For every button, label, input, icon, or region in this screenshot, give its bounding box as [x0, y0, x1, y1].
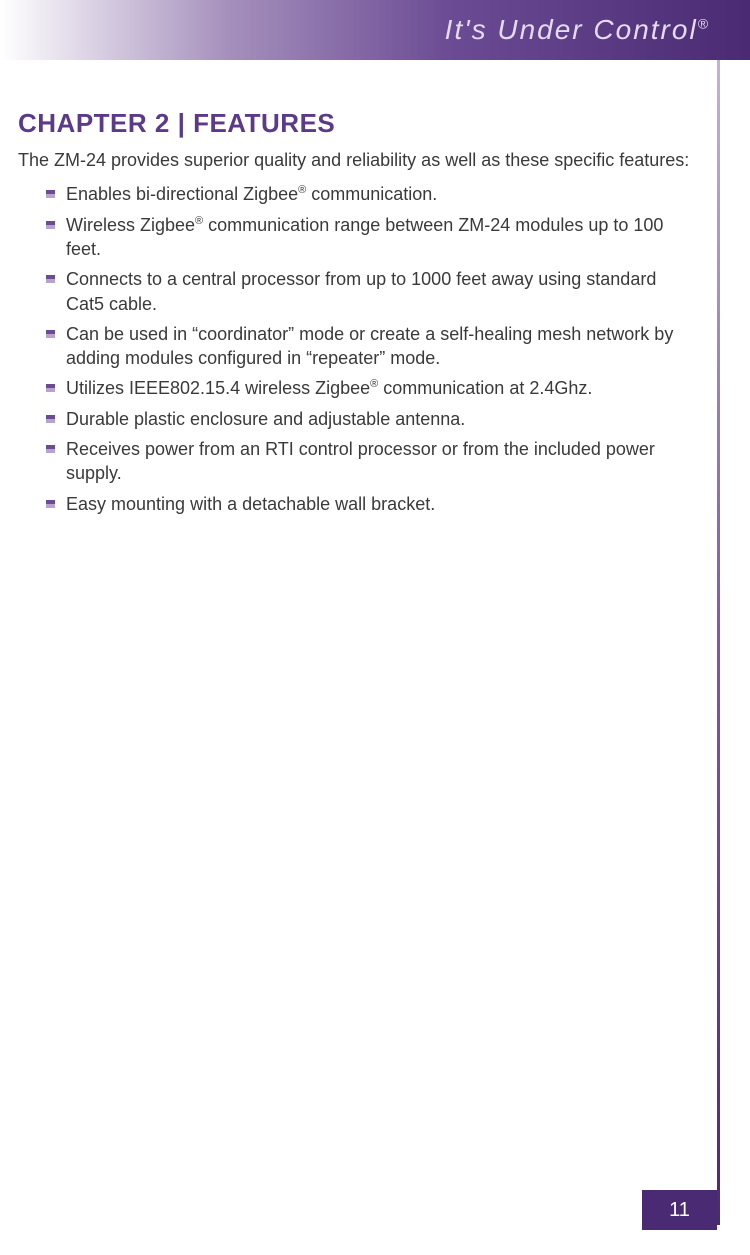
feature-item: Can be used in “coordinator” mode or cre…	[46, 322, 698, 371]
feature-item: Connects to a central processor from up …	[46, 267, 698, 316]
page-number-box: 11	[642, 1190, 717, 1230]
feature-text: Wireless Zigbee® communication range bet…	[66, 215, 663, 259]
content-area: CHAPTER 2 | FEATURES The ZM-24 provides …	[18, 108, 698, 522]
feature-text: Durable plastic enclosure and adjustable…	[66, 409, 465, 429]
feature-item: Durable plastic enclosure and adjustable…	[46, 407, 698, 431]
tagline-mark: ®	[698, 16, 710, 32]
feature-text: Utilizes IEEE802.15.4 wireless Zigbee® c…	[66, 378, 592, 398]
feature-list: Enables bi-directional Zigbee® communica…	[18, 182, 698, 516]
feature-item: Easy mounting with a detachable wall bra…	[46, 492, 698, 516]
feature-text: Connects to a central processor from up …	[66, 269, 656, 313]
feature-text: Receives power from an RTI control proce…	[66, 439, 655, 483]
chapter-title: CHAPTER 2 | FEATURES	[18, 108, 698, 139]
chapter-intro: The ZM-24 provides superior quality and …	[18, 149, 698, 172]
header-band: It's Under Control®	[0, 0, 750, 60]
header-tagline: It's Under Control®	[445, 14, 710, 46]
page-number: 11	[669, 1199, 690, 1222]
feature-text: Enables bi-directional Zigbee® communica…	[66, 184, 437, 204]
feature-item: Utilizes IEEE802.15.4 wireless Zigbee® c…	[46, 376, 698, 400]
feature-text: Can be used in “coordinator” mode or cre…	[66, 324, 673, 368]
feature-item: Enables bi-directional Zigbee® communica…	[46, 182, 698, 206]
feature-text: Easy mounting with a detachable wall bra…	[66, 494, 435, 514]
feature-item: Wireless Zigbee® communication range bet…	[46, 213, 698, 262]
feature-item: Receives power from an RTI control proce…	[46, 437, 698, 486]
tagline-main: It's Under Control	[445, 14, 698, 45]
right-border-stripe	[717, 60, 720, 1225]
